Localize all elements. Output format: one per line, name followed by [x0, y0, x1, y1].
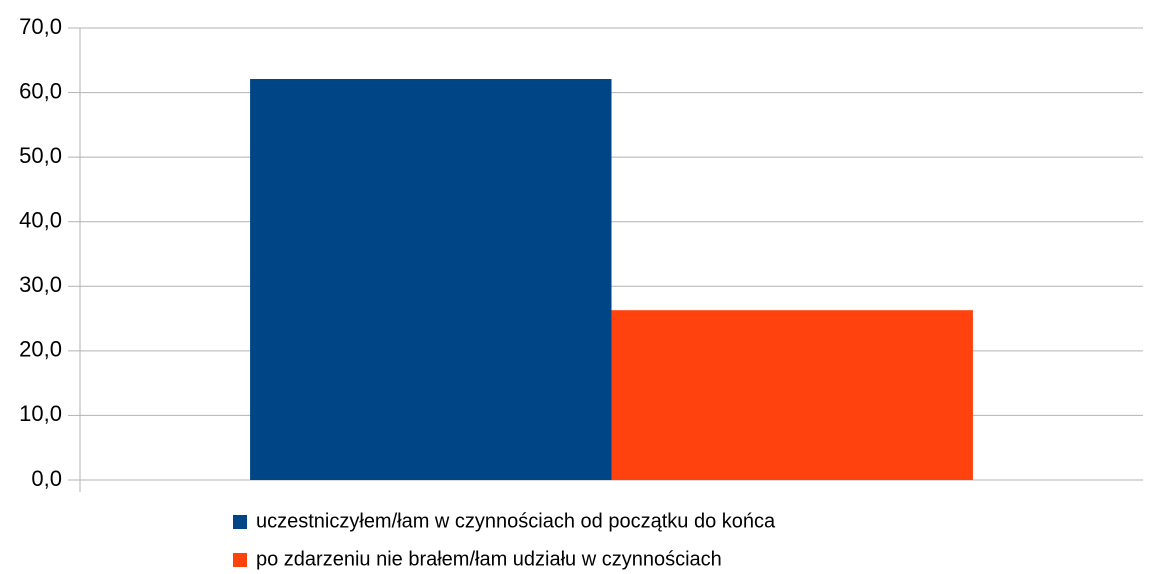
y-tick-label: 10,0 — [19, 401, 62, 426]
y-tick-label: 30,0 — [19, 272, 62, 297]
legend-swatch — [233, 515, 247, 529]
bar — [250, 79, 612, 481]
legend-swatch — [233, 553, 247, 567]
bar — [611, 310, 973, 480]
y-tick-label: 70,0 — [19, 14, 62, 39]
y-tick-label: 40,0 — [19, 208, 62, 233]
y-tick-label: 60,0 — [19, 78, 62, 103]
y-tick-label: 20,0 — [19, 337, 62, 362]
legend-label: po zdarzeniu nie brałem/łam udziału w cz… — [256, 548, 722, 570]
legend-label: uczestniczyłem/łam w czynnościach od poc… — [256, 510, 776, 532]
y-tick-label: 0,0 — [31, 466, 62, 491]
y-tick-label: 50,0 — [19, 143, 62, 168]
